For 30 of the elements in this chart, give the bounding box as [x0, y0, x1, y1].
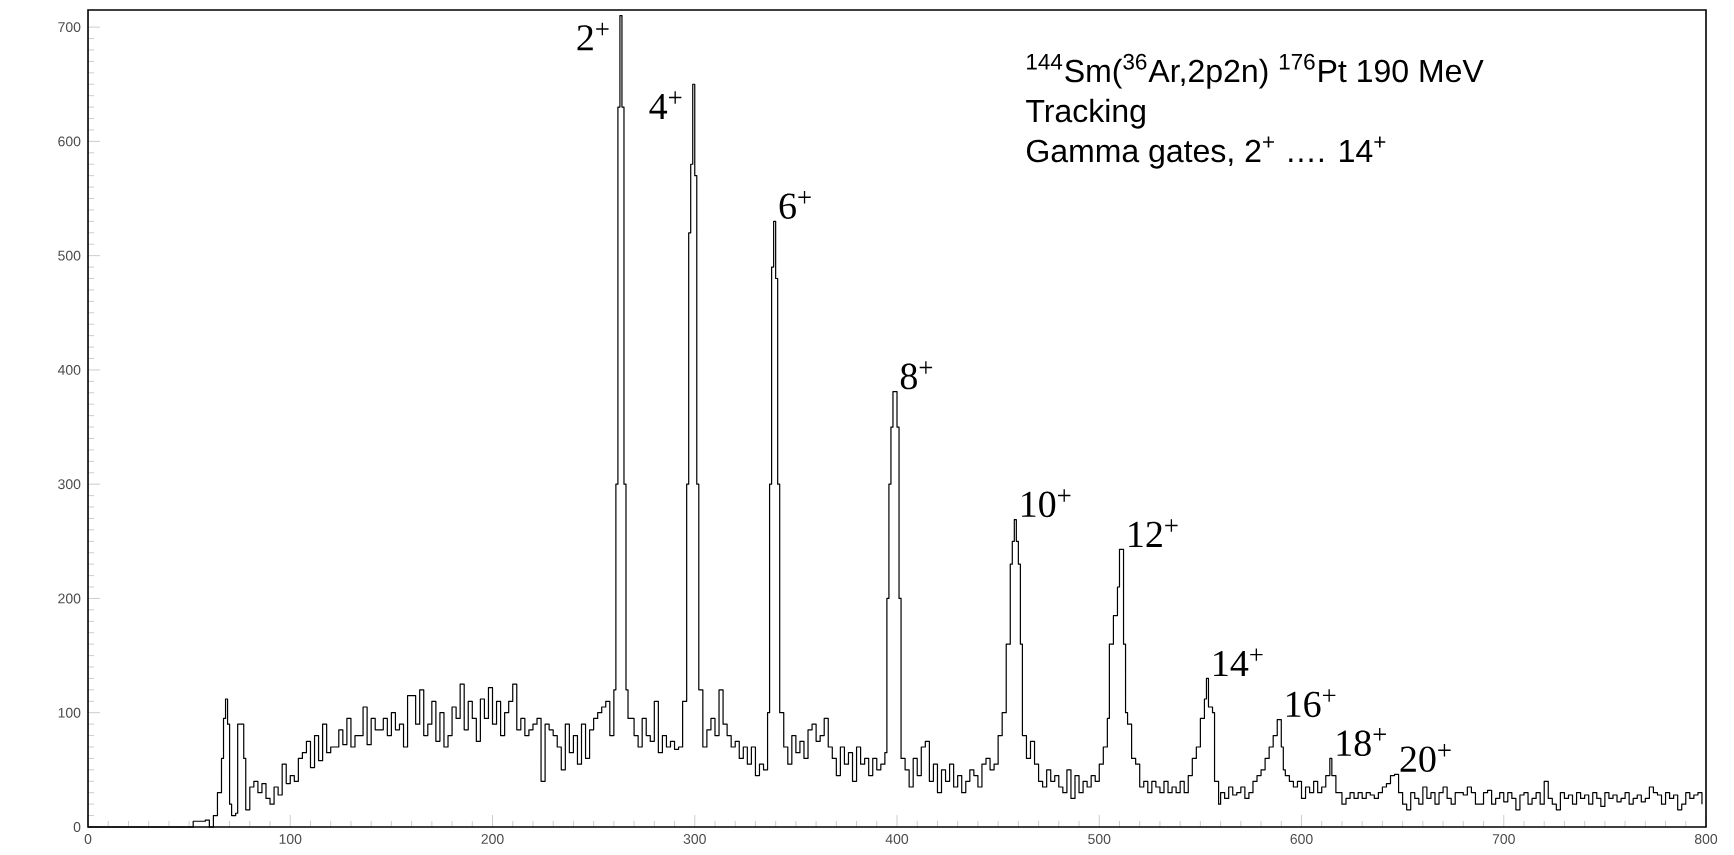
y-tick-label: 100 [58, 707, 81, 718]
x-tick-label: 200 [481, 834, 504, 844]
annotation: 8$^{+}$ [900, 361, 933, 390]
annotation: 14$^{+}$ [1214, 648, 1263, 677]
annotation: 16$^{+}$ [1286, 689, 1336, 718]
x-tick-label: 700 [1492, 834, 1515, 844]
annotation: 20$^{+}$ [1400, 744, 1451, 773]
x-tick-label: 400 [885, 834, 909, 844]
annotation: Gamma gates, 2$^{+}$ …. 14$^{+}$ [1027, 136, 1386, 169]
y-tick-label: 300 [58, 479, 81, 490]
annotation: Tracking [1026, 98, 1145, 129]
x-tick-label: 800 [1694, 834, 1718, 844]
y-tick-label: 500 [58, 250, 81, 261]
x-tick-label: 0 [84, 834, 92, 844]
y-tick-label: 200 [58, 593, 81, 604]
annotation: 18$^{+}$ [1337, 728, 1386, 757]
x-tick-label: 600 [1290, 834, 1313, 844]
annotation: 12$^{+}$ [1129, 519, 1178, 547]
y-tick-label: 700 [58, 22, 81, 33]
y-tick-label: 400 [57, 364, 81, 375]
x-tick-label: 300 [683, 834, 706, 844]
annotation: 2$^{+}$ [577, 22, 609, 51]
x-tick-label: 500 [1088, 834, 1111, 844]
y-tick-label: 0 [73, 822, 81, 832]
annotation: 6$^{+}$ [779, 191, 811, 219]
annotation: 4$^{+}$ [649, 91, 682, 119]
x-tick-label: 100 [279, 834, 302, 844]
y-tick-label: 600 [58, 136, 81, 147]
annotation: $^{144}$Sm($^{36}$Ar,2p2n) $^{176}$Pt 190 MeV [1027, 53, 1484, 89]
annotation: 10$^{+}$ [1022, 489, 1071, 518]
